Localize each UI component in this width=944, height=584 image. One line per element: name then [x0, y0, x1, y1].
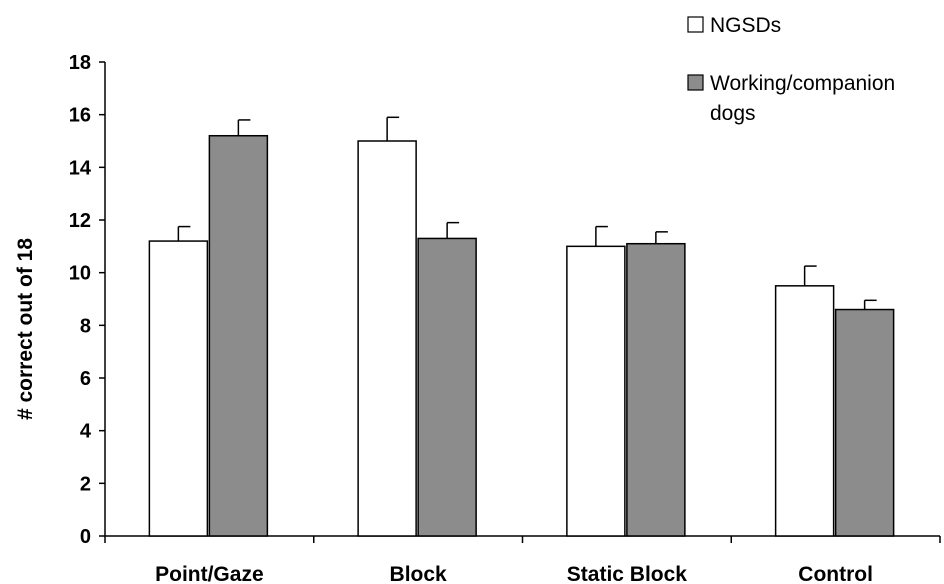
x-tick-label: Static Block	[567, 563, 688, 584]
legend-swatch	[687, 16, 704, 33]
x-tick-label: Point/Gaze	[155, 563, 264, 584]
axis-labels: 0 2 4 6 8 10 12 14 16 18 Point/Gaze Block Static Blo…	[14, 52, 873, 584]
y-tick-label: 14	[69, 157, 92, 179]
y-tick-label: 0	[80, 526, 91, 548]
bar	[417, 237, 477, 537]
bar	[774, 285, 835, 537]
bar	[148, 240, 209, 537]
bar	[566, 245, 626, 537]
y-tick-label: 10	[69, 263, 91, 285]
legend-swatch	[687, 74, 704, 91]
bar	[357, 140, 417, 537]
y-tick-label: 16	[69, 105, 91, 127]
bars	[148, 134, 895, 537]
bar	[834, 308, 895, 537]
y-axis-title: # correct out of 18	[14, 238, 37, 420]
bar	[626, 242, 686, 537]
error-bars	[177, 116, 877, 310]
legend-label: NGSDs	[710, 14, 781, 37]
legend: NGSDs Working/companion dogs	[687, 14, 895, 125]
y-tick-label: 4	[80, 421, 92, 443]
y-tick-label: 18	[69, 52, 91, 74]
y-tick-label: 2	[80, 473, 91, 495]
bar	[208, 134, 269, 537]
y-tick-label: 6	[80, 368, 91, 390]
x-tick-label: Block	[390, 563, 448, 584]
x-tick-label: Control	[798, 563, 873, 584]
y-tick-label: 8	[80, 315, 91, 337]
legend-label: Working/companion dogs	[710, 72, 895, 125]
y-tick-label: 12	[69, 210, 91, 232]
